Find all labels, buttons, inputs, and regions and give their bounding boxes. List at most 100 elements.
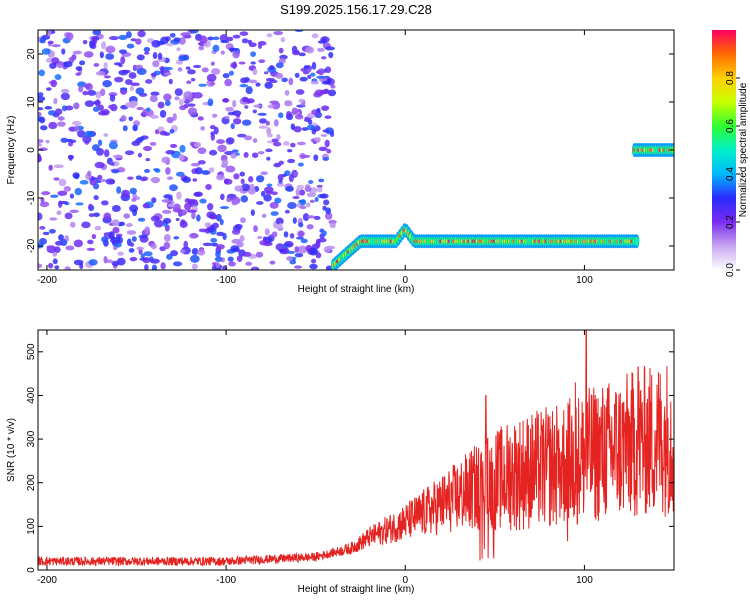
heatmap-cell	[179, 105, 187, 111]
heatmap-cell	[219, 34, 229, 42]
heatmap-cell	[116, 186, 122, 194]
heatmap-cell	[94, 99, 101, 108]
heatmap-cell	[166, 253, 173, 260]
heatmap-cell	[182, 176, 191, 183]
heatmap-cell	[98, 110, 109, 116]
heatmap-cell	[291, 107, 298, 115]
heatmap-cell	[117, 236, 123, 245]
heatmap-cell	[70, 221, 76, 228]
heatmap-cell	[317, 40, 326, 44]
heatmap-cell	[38, 95, 46, 102]
heatmap-cell	[47, 40, 54, 45]
heatmap-cell	[190, 77, 196, 82]
heatmap-cell	[274, 197, 282, 204]
heatmap-cell	[103, 62, 108, 70]
heatmap-cell	[115, 233, 123, 237]
heatmap-cell	[149, 141, 157, 146]
heatmap-cell	[87, 239, 94, 245]
heatmap-cell	[101, 41, 107, 50]
heatmap-cell	[88, 213, 95, 218]
heatmap-cell	[170, 250, 178, 257]
heatmap-cell	[38, 263, 43, 269]
heatmap-cell	[118, 49, 128, 54]
heatmap-cell	[217, 144, 227, 153]
heatmap-cell	[63, 185, 72, 192]
heatmap-cell	[131, 140, 141, 146]
heatmap-cell	[266, 183, 273, 187]
heatmap-cell	[44, 105, 53, 110]
heatmap-cell	[284, 101, 293, 107]
heatmap-cell	[277, 173, 284, 181]
heatmap-cell	[71, 120, 82, 126]
heatmap-cell	[228, 47, 239, 52]
heatmap-cell	[301, 127, 309, 131]
heatmap-cell	[75, 66, 83, 71]
heatmap-cell	[91, 234, 97, 240]
heatmap-cell	[94, 161, 105, 169]
heatmap-cell	[232, 118, 242, 125]
heatmap-cell	[39, 37, 46, 44]
heatmap-cell	[266, 127, 272, 135]
heatmap-cell	[189, 232, 199, 239]
heatmap-cell	[269, 79, 278, 83]
heatmap-cell	[250, 61, 256, 65]
heatmap-cell	[172, 113, 177, 121]
heatmap-cell	[222, 72, 230, 79]
heatmap-cell	[127, 176, 134, 180]
heatmap-cell	[252, 138, 258, 143]
heatmap-cell	[173, 37, 181, 42]
heatmap-cell	[197, 160, 206, 165]
heatmap-cell	[51, 57, 60, 64]
heatmap-cell	[210, 214, 218, 220]
heatmap-cell	[199, 35, 208, 44]
heatmap-cell	[293, 125, 302, 133]
heatmap-cell	[216, 139, 225, 145]
heatmap-cell	[294, 30, 304, 33]
heatmap-cell	[56, 60, 64, 69]
spectrogram-heatmap	[38, 30, 674, 270]
heatmap-cell	[56, 121, 66, 127]
heatmap-cell	[103, 133, 109, 137]
heatmap-cell	[135, 38, 142, 45]
heatmap-cell	[112, 154, 123, 159]
heatmap-cell	[84, 100, 95, 108]
heatmap-cell	[269, 260, 276, 265]
heatmap-cell	[50, 194, 59, 198]
heatmap-cell	[304, 186, 312, 192]
heatmap-cell	[207, 36, 214, 41]
heatmap-cell	[224, 78, 232, 87]
heatmap-cell	[79, 60, 86, 66]
heatmap-cell	[157, 126, 165, 133]
heatmap-cell	[178, 55, 187, 62]
heatmap-cell	[204, 222, 212, 228]
heatmap-cell	[79, 180, 89, 185]
heatmap-cell	[144, 168, 151, 174]
heatmap-cell	[45, 87, 52, 91]
heatmap-cell	[198, 228, 208, 233]
heatmap-cell	[66, 32, 74, 41]
heatmap-cell	[105, 178, 116, 185]
heatmap-cell	[124, 150, 135, 156]
heatmap-cell	[75, 202, 84, 206]
heatmap-cell	[192, 178, 198, 182]
heatmap-cell	[328, 51, 334, 59]
heatmap-cell	[178, 37, 186, 45]
heatmap-cell	[306, 124, 315, 131]
heatmap-cell	[198, 83, 207, 87]
heatmap-cell	[50, 79, 58, 88]
heatmap-cell	[131, 100, 138, 107]
heatmap-cell	[88, 203, 93, 210]
heatmap-cell	[179, 249, 186, 254]
heatmap-cell	[321, 56, 327, 60]
heatmap-cell	[38, 212, 43, 221]
snr-series-line	[38, 330, 674, 567]
heatmap-cell	[327, 89, 337, 97]
heatmap-cell	[302, 70, 310, 75]
heatmap-cell	[264, 81, 273, 89]
y-tick-label: -10	[26, 190, 37, 205]
heatmap-cell	[75, 72, 81, 76]
heatmap-cell	[150, 72, 157, 77]
heatmap-cell	[56, 210, 62, 216]
heatmap-cell	[210, 61, 215, 66]
heatmap-cell	[294, 253, 304, 258]
